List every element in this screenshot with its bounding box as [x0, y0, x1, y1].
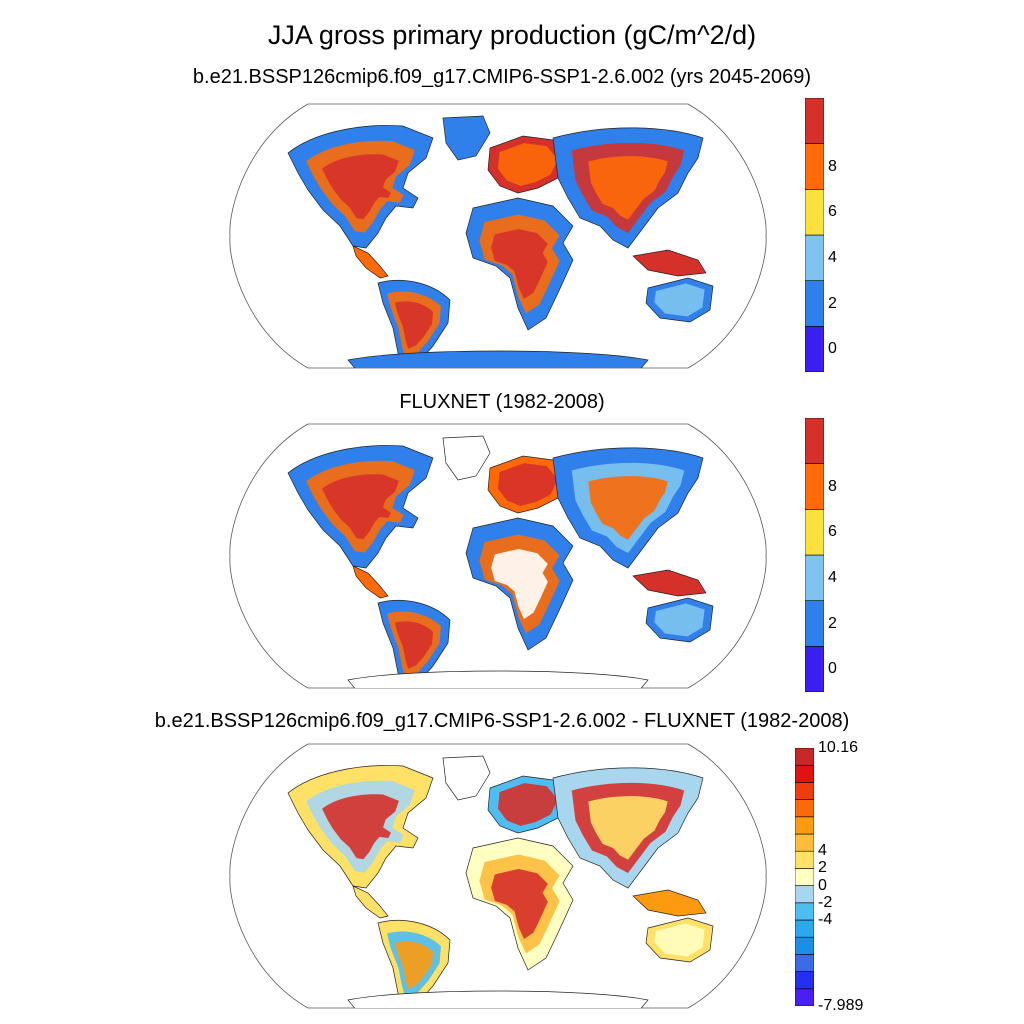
colorbar-tick-label: 6 [828, 203, 837, 221]
colorbar-swatch [795, 833, 814, 852]
panel-1-map [229, 103, 767, 369]
land-patch [394, 621, 434, 669]
colorbar-swatch [795, 936, 814, 955]
colorbar-swatch [795, 782, 814, 800]
land-patch [322, 794, 399, 860]
colorbar-swatches [805, 98, 824, 372]
panel-3-title: b.e21.BSSP126cmip6.f09_g17.CMIP6-SSP1-2.… [154, 710, 850, 732]
colorbar-swatch [805, 280, 824, 327]
land-indonesia [632, 889, 707, 917]
land-greenland [442, 755, 491, 801]
colorbar-swatch [795, 971, 814, 990]
land-patch [491, 869, 548, 939]
colorbar-tick-label: 4 [828, 568, 837, 586]
colorbar-swatch [805, 234, 824, 281]
land-patch [322, 474, 399, 540]
colorbar-swatches [805, 418, 824, 692]
land-patch [394, 301, 434, 349]
land-patch [654, 283, 705, 317]
colorbar-swatch [795, 868, 814, 886]
land-greenland [442, 435, 491, 481]
colorbar-swatch [805, 326, 824, 372]
colorbar-tick-label: 4 [818, 842, 827, 860]
colorbar-tick-label: 0 [828, 660, 837, 678]
panel-1-title: b.e21.BSSP126cmip6.f09_g17.CMIP6-SSP1-2.… [192, 66, 812, 88]
land-patch [322, 154, 399, 220]
land-antarctica [347, 990, 649, 1008]
colorbar-tick-label: -4 [818, 911, 833, 928]
colorbar-swatch [795, 748, 814, 766]
colorbar-tick-label: 8 [828, 157, 837, 175]
land-patch [588, 156, 668, 220]
colorbar-swatch [805, 509, 824, 556]
land-centralAmerica [352, 565, 389, 599]
land-patch [588, 476, 668, 540]
panel-2-title: FLUXNET (1982-2008) [399, 391, 605, 413]
colorbar-tick-label: 0 [818, 876, 827, 894]
colorbar-swatch [805, 646, 824, 692]
land-patch [498, 463, 558, 506]
figure-title: JJA gross primary production (gC/m^2/d) [267, 20, 757, 50]
colorbar-swatch [805, 143, 824, 190]
land-antarctica [347, 670, 649, 688]
colorbar-tick-label: 0 [828, 340, 837, 358]
land-patch [491, 229, 548, 299]
panel-3-map [229, 743, 767, 1009]
land-patch [654, 603, 705, 637]
colorbar-swatch [795, 764, 814, 783]
land-antarctica [347, 350, 649, 368]
panel-1-colorbar: 0 2 4 6 8 [805, 98, 837, 372]
land-greenland [442, 115, 491, 161]
colorbar-swatch [795, 850, 814, 869]
colorbar-swatch [795, 816, 814, 835]
colorbar-swatches [795, 748, 814, 1006]
colorbar-swatch [805, 554, 824, 601]
colorbar-tick-label: 2 [828, 294, 837, 312]
panel-2-colorbar: 0 2 4 6 8 [805, 418, 837, 692]
land-patch [498, 143, 558, 186]
colorbar-swatch [795, 954, 814, 972]
colorbar-swatch [805, 600, 824, 647]
colorbar-tick-label: 4 [828, 248, 837, 266]
colorbar-swatch [795, 902, 814, 921]
colorbar-swatch [795, 799, 814, 818]
colorbar-swatch [805, 418, 824, 464]
colorbar-swatch [795, 885, 814, 904]
colorbar-swatch [795, 988, 814, 1006]
colorbar-swatch [805, 98, 824, 144]
colorbar-max-label: 10.16 [818, 739, 859, 756]
land-patch [394, 941, 434, 989]
colorbar-tick-label: 6 [828, 523, 837, 541]
panel-3-colorbar: -4 -2 0 2 4 10.16 -7.989 [795, 739, 863, 1014]
colorbar-tick-label: 2 [818, 859, 827, 877]
colorbar-tick-label: -2 [818, 893, 833, 911]
land-patch [491, 549, 548, 619]
colorbar-tick-label: 2 [828, 614, 837, 632]
colorbar-swatch [795, 919, 814, 938]
colorbar-swatch [805, 463, 824, 510]
colorbar-min-label: -7.989 [818, 997, 864, 1014]
colorbar-swatch [805, 189, 824, 236]
land-patch [654, 923, 705, 957]
land-indonesia [632, 569, 707, 597]
colorbar-tick-label: 8 [828, 477, 837, 495]
land-patch [588, 796, 668, 860]
land-centralAmerica [352, 885, 389, 919]
land-indonesia [632, 249, 707, 277]
land-patch [498, 783, 558, 826]
panel-2-map [229, 423, 767, 689]
land-centralAmerica [352, 245, 389, 279]
